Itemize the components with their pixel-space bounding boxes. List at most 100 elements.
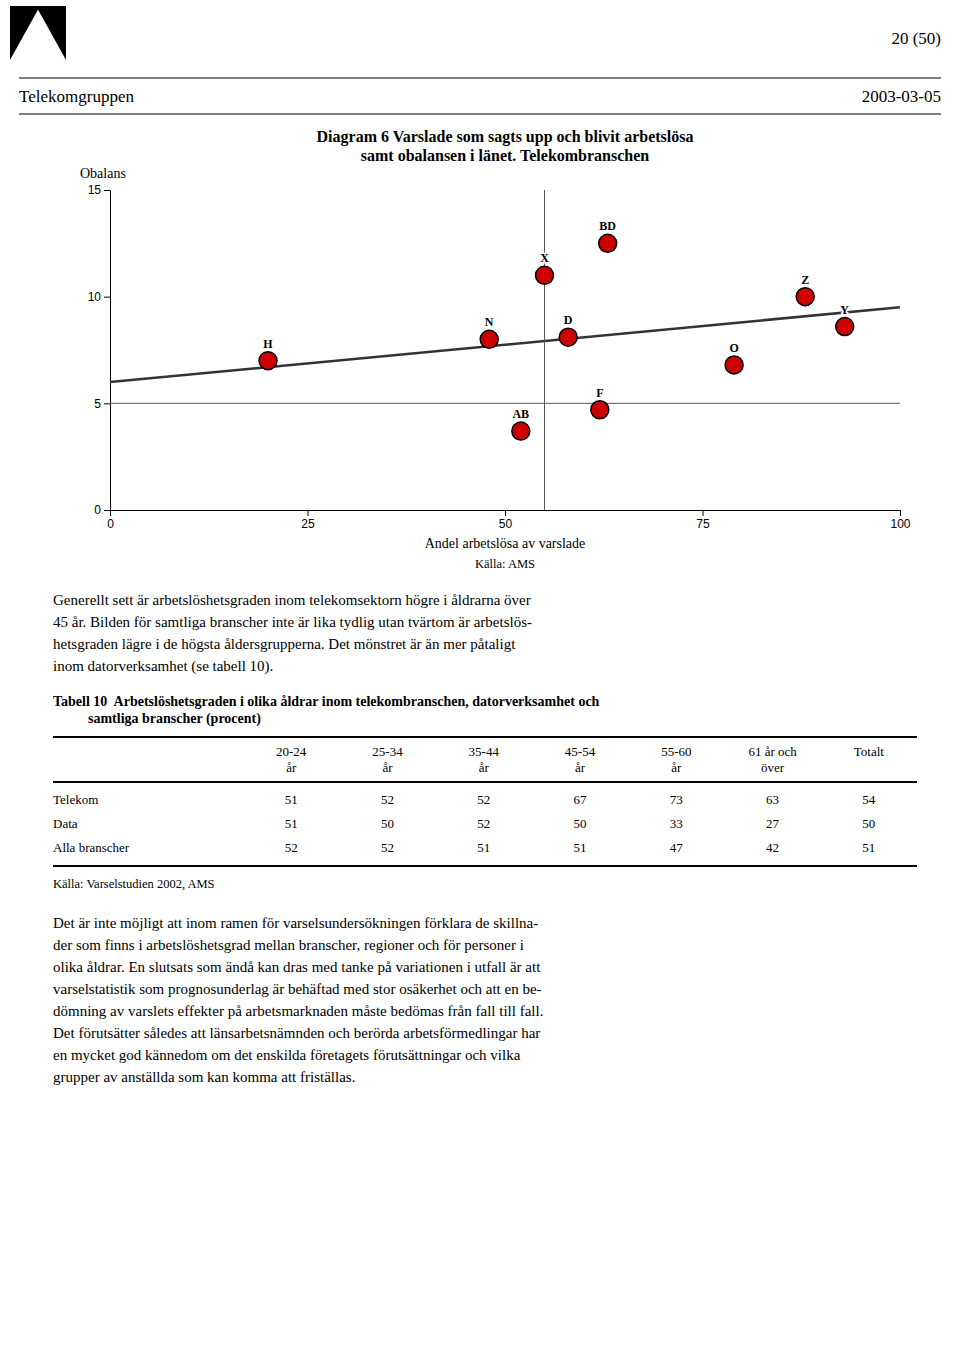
- x-tick: 25: [301, 510, 315, 531]
- y-tick-mark: [104, 190, 110, 191]
- x-tick-label: 0: [107, 517, 114, 531]
- point: [512, 422, 530, 440]
- chart: Diagram 6 Varslade som sagts upp och bli…: [80, 128, 911, 571]
- table-cell: 52: [477, 816, 490, 831]
- header: 20 (50) Telekomgruppen 2003-03-05: [10, 6, 941, 114]
- x-tick-label: 50: [499, 517, 513, 531]
- table-cell: 50: [862, 816, 875, 831]
- table-row-label: Alla branscher: [53, 840, 130, 855]
- table-source: Källa: Varselstudien 2002, AMS: [53, 877, 215, 891]
- reference-line-vertical: [544, 190, 545, 510]
- point: [591, 401, 609, 419]
- logo-shape: [36, 6, 66, 60]
- y-tick-label: 15: [88, 183, 102, 197]
- table-cell: 51: [574, 840, 587, 855]
- point: [259, 352, 277, 370]
- point: [796, 288, 814, 306]
- x-axis: 0 25 50 75 100: [107, 510, 911, 531]
- point: [599, 234, 617, 252]
- table-header: Totalt: [854, 744, 885, 759]
- table-cell: 63: [766, 792, 779, 807]
- table-cell: 51: [477, 840, 490, 855]
- x-tick: 100: [890, 510, 910, 531]
- table-cell: 52: [381, 792, 394, 807]
- y-tick: 15: [88, 183, 110, 197]
- point-label: BD: [599, 219, 616, 233]
- point-label: Z: [801, 273, 809, 287]
- table-cell: 54: [862, 792, 876, 807]
- rule: [19, 78, 941, 79]
- paragraph: Generellt sett är arbetslöshetsgraden in…: [53, 592, 532, 675]
- page-number: 20 (50): [891, 29, 941, 48]
- point: [480, 330, 498, 348]
- point: [836, 318, 854, 336]
- x-axis-line: [111, 511, 901, 517]
- table-header: 61 år ochöver: [748, 744, 797, 775]
- y-tick: 0: [94, 503, 110, 517]
- x-tick-mark: [703, 510, 704, 516]
- trend-line: [110, 307, 900, 382]
- table-cell: 67: [574, 792, 588, 807]
- header-right: 2003-03-05: [862, 87, 941, 106]
- y-tick-mark: [104, 297, 110, 298]
- table-header: 25-34år: [372, 744, 403, 775]
- x-tick-mark: [505, 510, 506, 516]
- point: [559, 328, 577, 346]
- plot-marks: [110, 190, 900, 510]
- y-tick: 10: [88, 290, 110, 304]
- rule: [19, 114, 941, 115]
- x-tick: 0: [107, 510, 114, 531]
- point-label: Y: [840, 303, 849, 317]
- table-row-label: Telekom: [53, 792, 98, 807]
- table-header: 45-54år: [565, 744, 596, 775]
- table-rule: [53, 781, 917, 783]
- table-cell: 50: [574, 816, 587, 831]
- table-rule: [53, 865, 917, 867]
- y-tick-mark: [104, 403, 110, 404]
- point-label: N: [485, 315, 494, 329]
- table-cell: 33: [670, 816, 683, 831]
- point-label: F: [596, 386, 603, 400]
- table-cell: 42: [766, 840, 779, 855]
- table-cell: 73: [670, 792, 683, 807]
- point-label: AB: [512, 407, 529, 421]
- reference-line-horizontal: [110, 403, 900, 404]
- table-rule: [53, 736, 917, 738]
- chart-source: Källa: AMS: [475, 557, 535, 571]
- x-tick-label: 75: [696, 517, 710, 531]
- logo: [10, 6, 66, 60]
- table-cell: 50: [381, 816, 394, 831]
- table-header: 35-44år: [469, 744, 500, 775]
- x-tick-mark: [308, 510, 309, 516]
- table-cell: 52: [285, 840, 298, 855]
- point-label: X: [540, 251, 549, 265]
- point-labels: H N AB D X BD F O Z Y: [263, 219, 849, 421]
- table-cell: 47: [670, 840, 684, 855]
- x-tick: 50: [499, 510, 513, 531]
- point-label: H: [263, 337, 273, 351]
- point: [536, 266, 554, 284]
- x-tick: 75: [696, 510, 710, 531]
- y-tick-label: 0: [94, 503, 101, 517]
- table-cell: 51: [285, 792, 298, 807]
- table-cell: 51: [862, 840, 875, 855]
- header-left: Telekomgruppen: [19, 87, 134, 106]
- y-tick-label: 5: [94, 397, 101, 411]
- y-tick-label: 10: [88, 290, 102, 304]
- table-row-label: Data: [53, 816, 78, 831]
- table-cell: 52: [477, 792, 490, 807]
- page: 20 (50) Telekomgruppen 2003-03-05 Diagram 6…: [0, 0, 960, 1348]
- point: [725, 356, 743, 374]
- table-cell: 52: [381, 840, 394, 855]
- point-label: D: [564, 313, 573, 327]
- y-tick-mark: [104, 510, 110, 511]
- x-axis-title: Andel arbetslösa av varslade: [425, 536, 586, 551]
- table-header: 20-24år: [276, 744, 307, 775]
- y-axis-title: Obalans: [80, 166, 126, 181]
- table-header: 55-60år: [661, 744, 691, 775]
- paragraph: Det är inte möjligt att inom ramen för v…: [53, 915, 543, 1085]
- table-title: Tabell 10 Arbetslöshetsgraden i olika ål…: [53, 694, 600, 709]
- chart-title: Diagram 6 Varslade som sagts upp och bli…: [317, 128, 694, 164]
- point-label: O: [729, 341, 738, 355]
- x-tick-label: 25: [301, 517, 315, 531]
